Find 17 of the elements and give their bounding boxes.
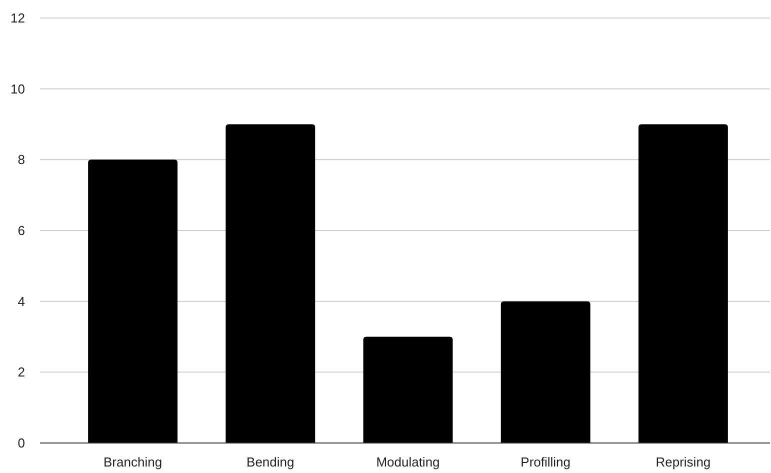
x-tick-label: Branching [104, 454, 162, 470]
x-tick-label: Profilling [520, 454, 571, 470]
y-tick-label: 10 [10, 81, 25, 96]
x-tick-label: Bending [246, 454, 294, 470]
bar [363, 336, 453, 443]
x-tick-label: Reprising [656, 454, 711, 470]
bar [88, 160, 178, 443]
bar [638, 124, 728, 443]
y-tick-label: 4 [18, 294, 25, 309]
y-tick-label: 12 [10, 10, 25, 26]
bar [500, 301, 590, 443]
y-tick-label: 2 [18, 364, 25, 380]
y-tick-label: 8 [18, 152, 25, 168]
y-tick-label: 0 [18, 436, 25, 451]
x-tick-label: Modulating [376, 454, 440, 470]
bar [226, 124, 316, 443]
y-tick-label: 6 [18, 223, 25, 238]
